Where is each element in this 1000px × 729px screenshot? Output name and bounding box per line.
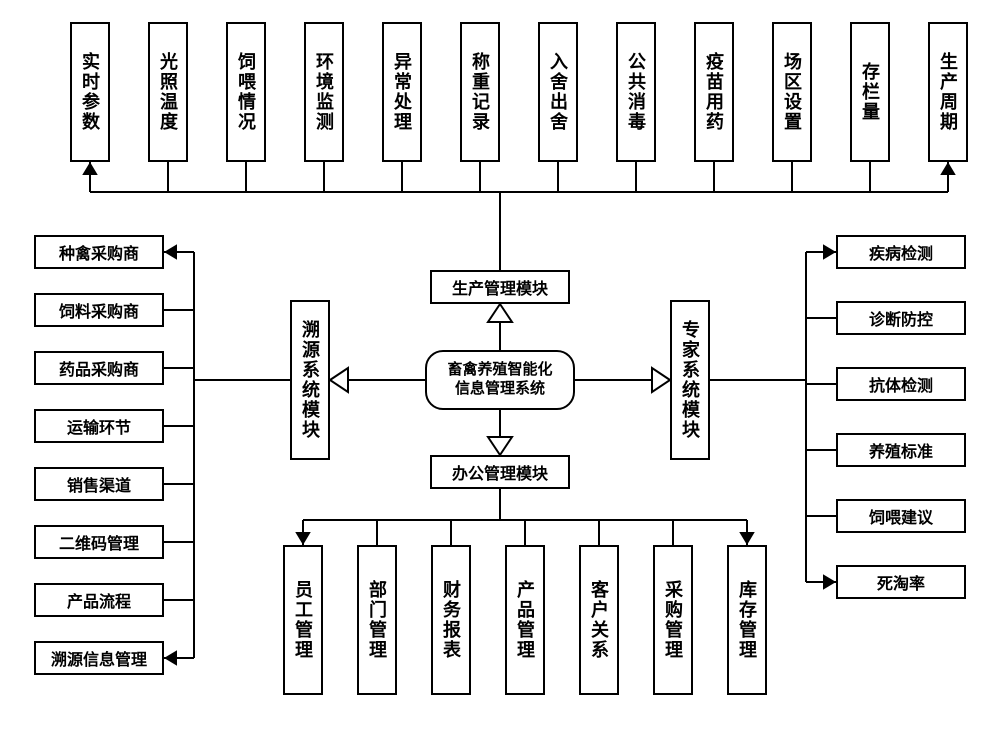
bottom-item: 客户关系 [579, 545, 619, 695]
left-item: 种禽采购商 [34, 235, 164, 269]
bottom-item: 员工管理 [283, 545, 323, 695]
left-item: 产品流程 [34, 583, 164, 617]
top-item: 实时参数 [70, 22, 110, 162]
top-item: 入舍出舍 [538, 22, 578, 162]
top-item: 生产周期 [928, 22, 968, 162]
module-right: 专家系统模块 [670, 300, 710, 460]
top-item: 公共消毒 [616, 22, 656, 162]
top-item: 场区设置 [772, 22, 812, 162]
top-item: 异常处理 [382, 22, 422, 162]
right-item: 饲喂建议 [836, 499, 966, 533]
top-item: 疫苗用药 [694, 22, 734, 162]
left-item: 二维码管理 [34, 525, 164, 559]
bottom-item: 财务报表 [431, 545, 471, 695]
module-left: 溯源系统模块 [290, 300, 330, 460]
bottom-item: 采购管理 [653, 545, 693, 695]
left-item: 销售渠道 [34, 467, 164, 501]
right-item: 疾病检测 [836, 235, 966, 269]
right-item: 养殖标准 [836, 433, 966, 467]
right-item: 死淘率 [836, 565, 966, 599]
module-bottom: 办公管理模块 [430, 455, 570, 489]
left-item: 饲料采购商 [34, 293, 164, 327]
center-system: 畜禽养殖智能化 信息管理系统 [425, 350, 575, 410]
left-item: 溯源信息管理 [34, 641, 164, 675]
bottom-item: 产品管理 [505, 545, 545, 695]
bottom-item: 部门管理 [357, 545, 397, 695]
left-item: 药品采购商 [34, 351, 164, 385]
bottom-item: 库存管理 [727, 545, 767, 695]
top-item: 环境监测 [304, 22, 344, 162]
right-item: 诊断防控 [836, 301, 966, 335]
top-item: 称重记录 [460, 22, 500, 162]
right-item: 抗体检测 [836, 367, 966, 401]
top-item: 饲喂情况 [226, 22, 266, 162]
top-item: 光照温度 [148, 22, 188, 162]
top-item: 存栏量 [850, 22, 890, 162]
module-top: 生产管理模块 [430, 270, 570, 304]
left-item: 运输环节 [34, 409, 164, 443]
